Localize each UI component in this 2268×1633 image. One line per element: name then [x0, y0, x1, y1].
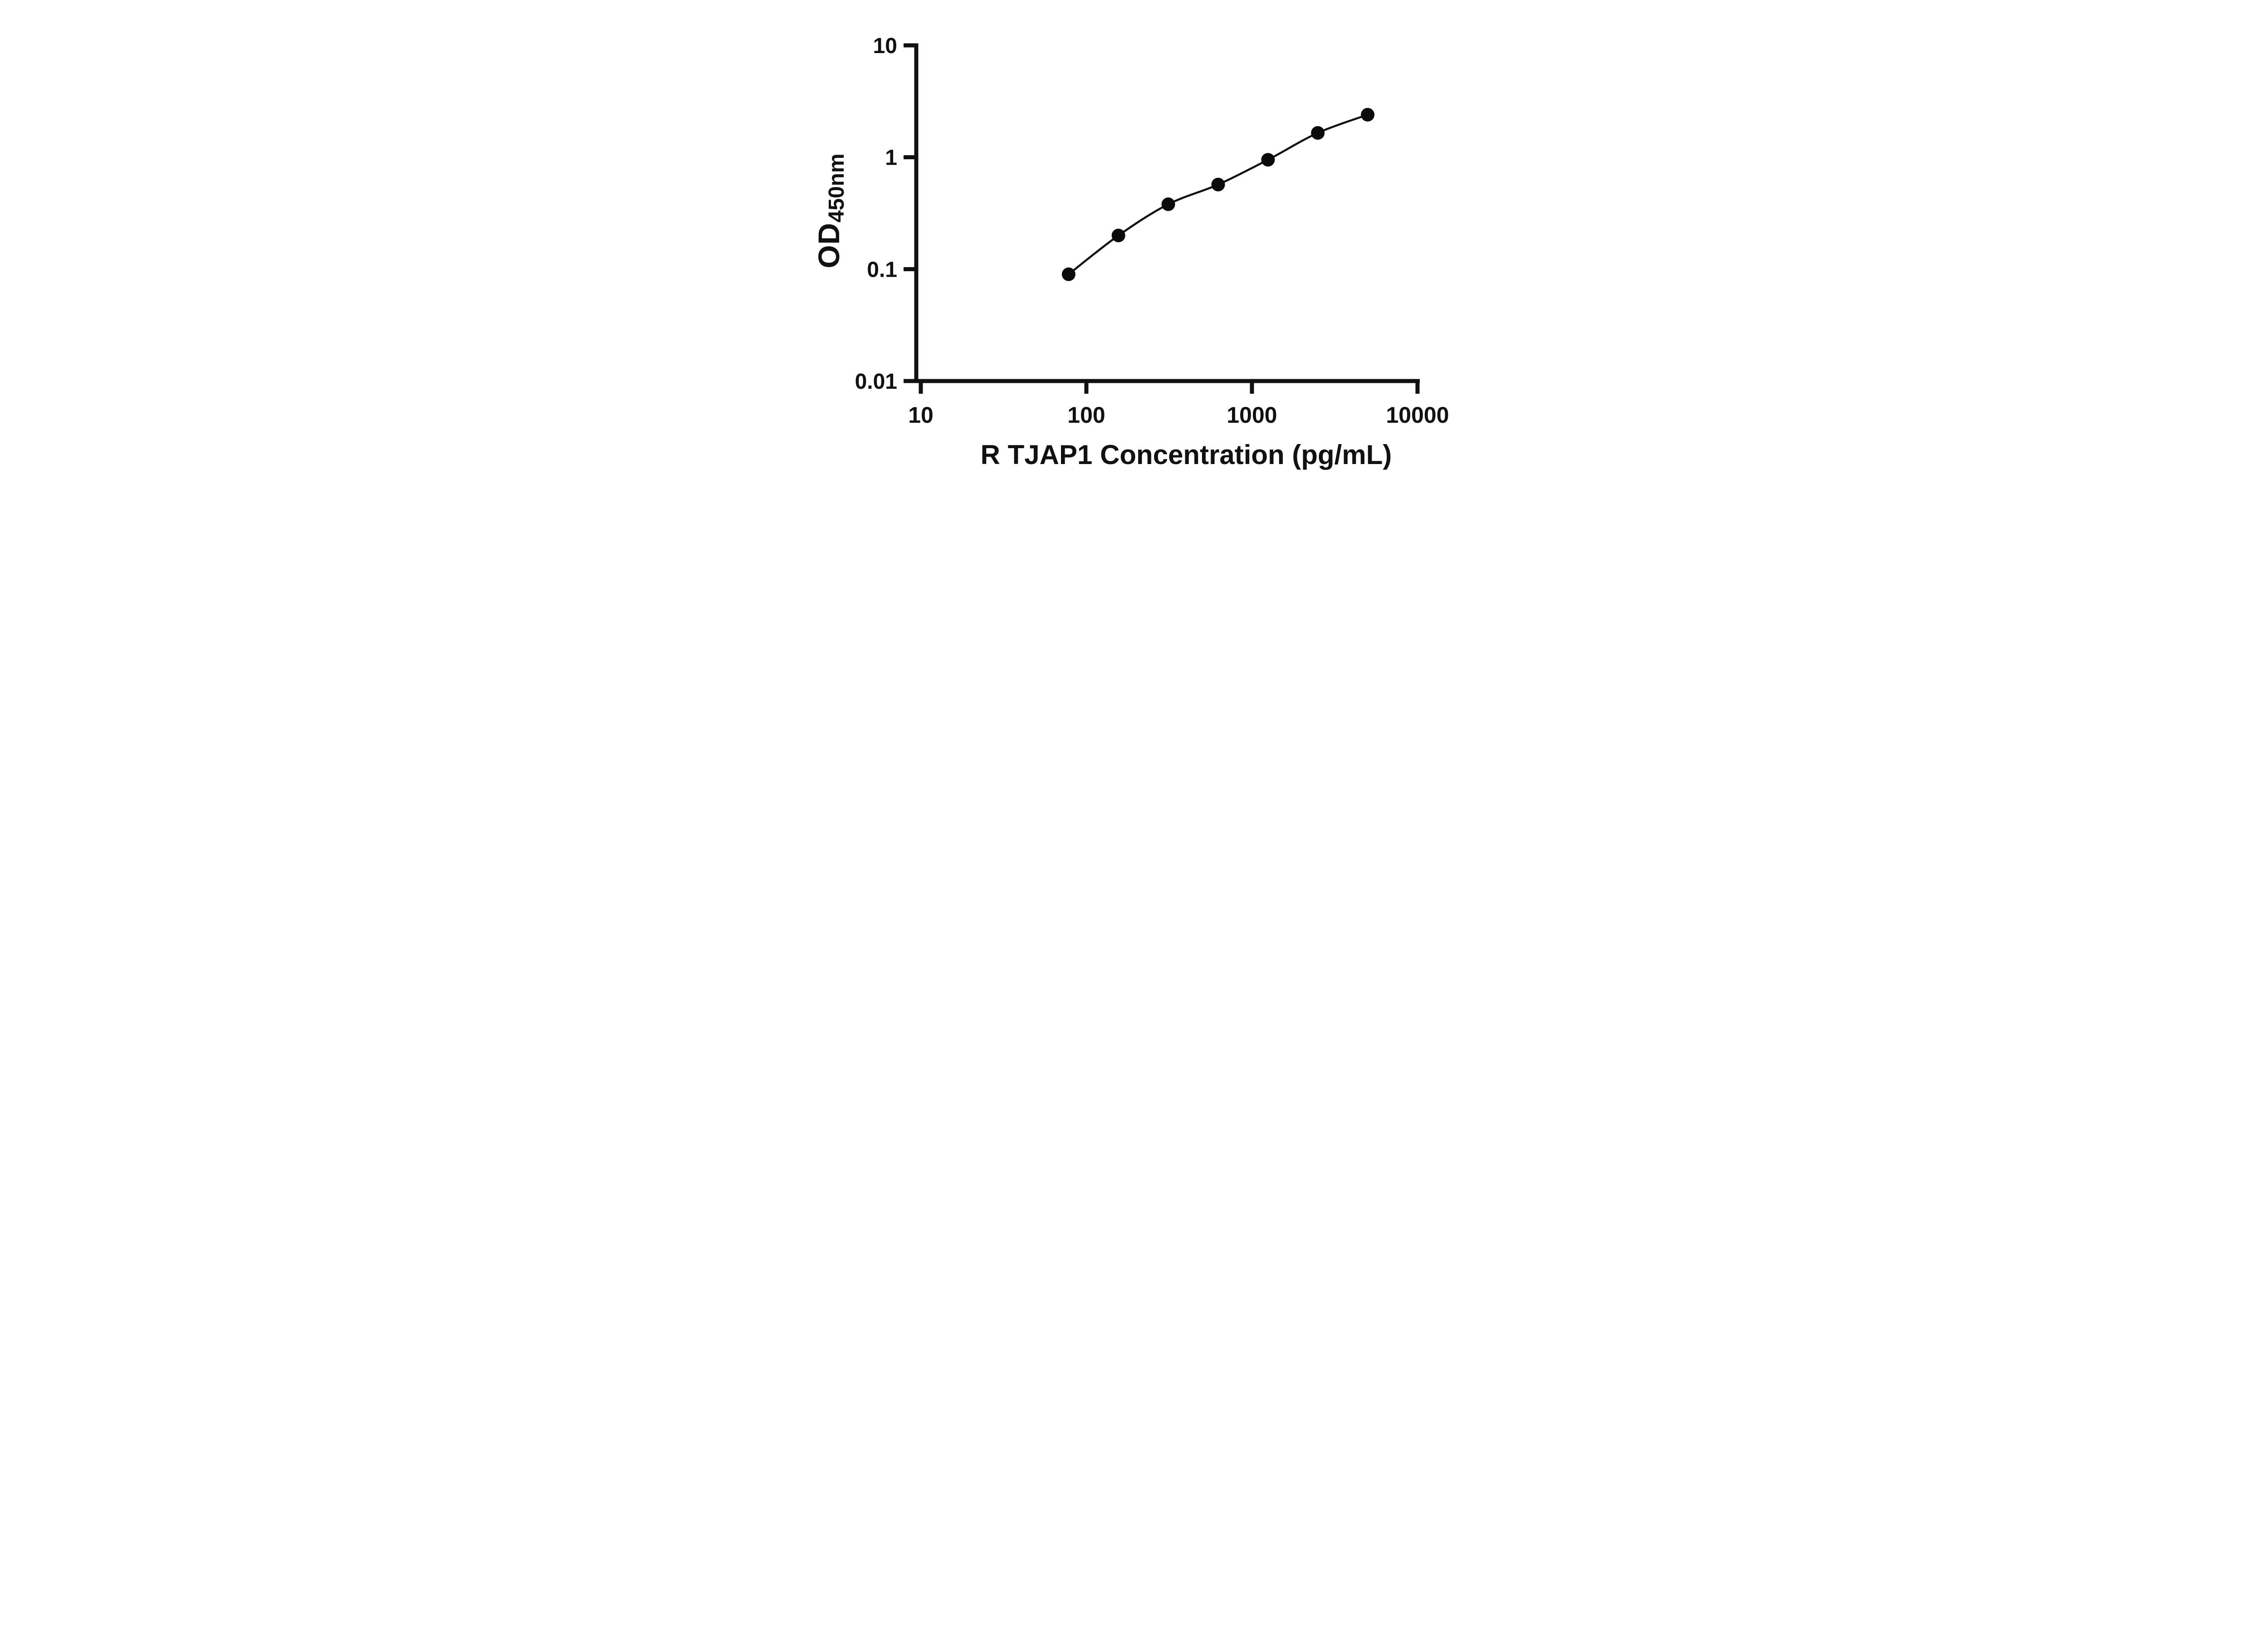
data-point	[1261, 153, 1275, 167]
x-axis-label: R TJAP1 Concentration (pg/mL)	[980, 440, 1392, 470]
data-point	[1361, 108, 1375, 122]
y-axis-label-main: OD	[812, 222, 846, 269]
data-point	[1161, 197, 1175, 211]
data-point	[1111, 229, 1125, 243]
y-tick-label: 0.01	[855, 370, 897, 394]
y-axis-label: OD450nm	[812, 153, 849, 269]
x-tick-label: 1000	[1227, 402, 1277, 428]
data-point	[1311, 126, 1325, 140]
x-tick-label: 100	[1067, 402, 1105, 428]
elisa-standard-curve-figure: 0.01 0.1 1 10 10 100 1000 10000 OD450nm R TJAP1…	[785, 0, 1483, 490]
y-tick-label: 10	[873, 34, 897, 58]
plot-area: 0.01 0.1 1 10 10 100 1000 10000	[855, 34, 1449, 428]
standard-curve-line	[1068, 113, 1368, 275]
y-tick-label: 1	[885, 146, 897, 170]
data-point	[1211, 177, 1225, 191]
y-tick-label: 0.1	[867, 258, 897, 282]
x-tick-label: 10	[908, 402, 934, 428]
data-point	[1061, 267, 1075, 281]
x-tick-label: 10000	[1386, 402, 1449, 428]
y-axis-label-subscript: 450nm	[825, 153, 849, 223]
